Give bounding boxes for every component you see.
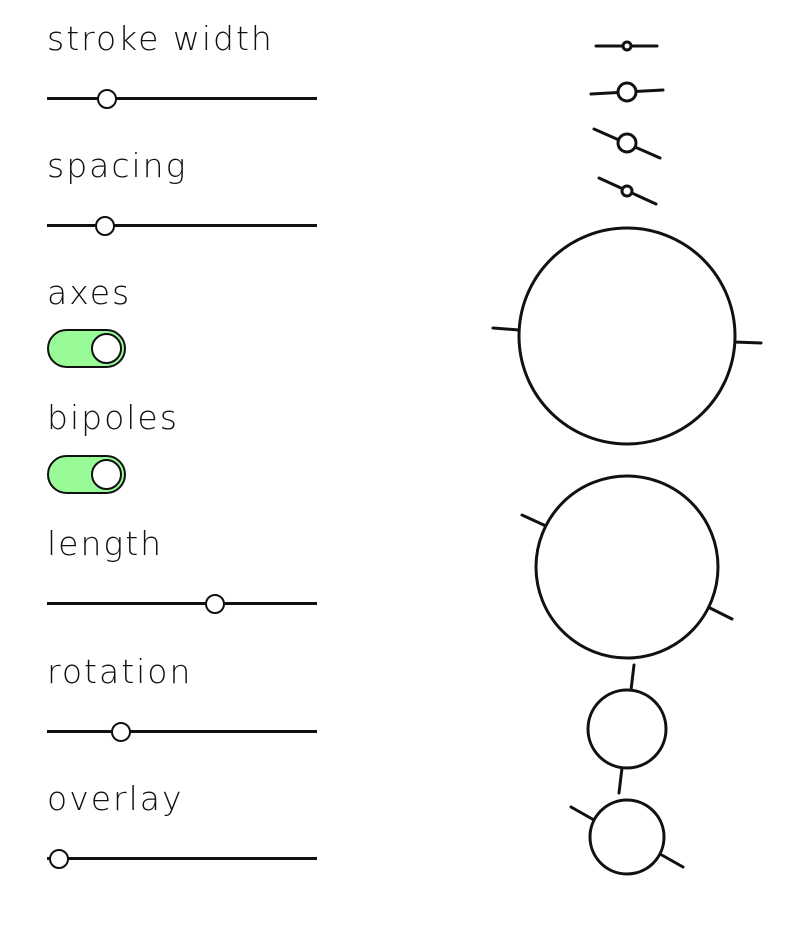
slider-knob[interactable]: [97, 89, 118, 109]
overlay-slider[interactable]: [47, 846, 317, 870]
toggle-knob: [91, 459, 122, 490]
circle-small-3: [616, 132, 638, 154]
length-slider[interactable]: [47, 591, 317, 615]
slider-track: [47, 602, 317, 605]
rotation-slider[interactable]: [47, 719, 317, 743]
circle-tiny-4: [620, 184, 634, 198]
spacing-slider[interactable]: [47, 213, 317, 237]
overlay-label: overlay: [47, 779, 184, 818]
slider-track: [47, 730, 317, 733]
bipole-tick: [732, 340, 763, 345]
axes-toggle[interactable]: [47, 329, 126, 368]
axes-label: axes: [47, 273, 132, 312]
slider-track: [47, 224, 317, 227]
stroke-width-label: stroke width: [47, 19, 274, 58]
slider-knob[interactable]: [94, 216, 115, 236]
bipole-tick: [520, 513, 548, 528]
circle-large-5: [517, 226, 737, 446]
spacing-label: spacing: [47, 146, 188, 185]
bipoles-label: bipoles: [47, 398, 179, 437]
rotation-label: rotation: [47, 652, 193, 691]
slider-knob[interactable]: [205, 594, 226, 614]
circle-medium-7: [586, 688, 668, 770]
slider-track: [47, 857, 317, 860]
bipoles-toggle[interactable]: [47, 455, 126, 494]
stroke-width-slider[interactable]: [47, 86, 317, 110]
bipole-tick: [491, 326, 521, 332]
bipole-tick: [569, 805, 596, 822]
circle-small-2: [616, 81, 638, 103]
slider-track: [47, 97, 317, 100]
length-label: length: [47, 524, 164, 563]
slider-knob[interactable]: [48, 849, 69, 869]
bipole-tick: [629, 663, 636, 692]
bipole-tick: [658, 852, 685, 869]
circle-large-6: [534, 474, 720, 660]
toggle-knob: [91, 333, 122, 364]
bipole-tick: [706, 605, 734, 621]
circle-medium-8: [588, 798, 666, 876]
bipole-tick: [617, 766, 624, 795]
slider-knob[interactable]: [110, 722, 131, 742]
circle-tiny-1: [621, 40, 633, 52]
